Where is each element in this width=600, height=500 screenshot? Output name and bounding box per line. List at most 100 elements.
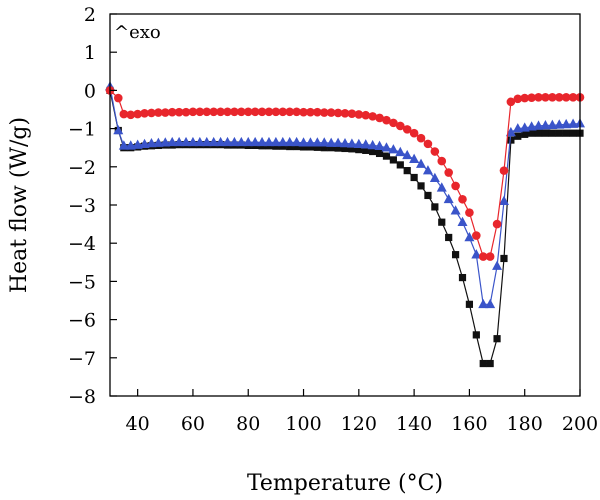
data-point-circle [354, 110, 364, 119]
data-point-circle [306, 107, 315, 117]
data-point-triangle [181, 136, 192, 147]
data-point-square [500, 254, 508, 263]
data-point-square [362, 146, 370, 154]
data-point-circle [402, 125, 412, 134]
series-square [106, 86, 584, 368]
data-point-square [472, 331, 480, 339]
data-point-circle [285, 107, 295, 117]
data-point-square [382, 152, 391, 160]
data-point-triangle [395, 146, 406, 157]
data-point-triangle [471, 249, 482, 259]
data-point-circle [541, 92, 550, 102]
data-point-square [431, 203, 439, 211]
data-point-triangle [132, 139, 143, 149]
data-point-triangle [113, 125, 124, 135]
data-point-triangle [263, 136, 274, 147]
x-tick-label: 160 [451, 413, 487, 435]
data-point-circle [416, 133, 426, 143]
data-point-triangle [160, 137, 171, 147]
data-point-circle [444, 168, 453, 177]
data-point-triangle [526, 121, 537, 131]
data-point-square [327, 144, 335, 152]
data-point-triangle [146, 137, 157, 148]
data-point-triangle [222, 136, 233, 147]
data-point-circle [361, 110, 371, 120]
data-point-triangle [422, 165, 433, 175]
data-point-square [569, 129, 577, 137]
data-point-triangle [340, 137, 350, 148]
data-point-circle [326, 108, 336, 117]
data-point-triangle [554, 119, 565, 129]
data-point-circle [113, 93, 123, 103]
data-point-triangle [270, 136, 281, 147]
data-point-triangle [485, 298, 496, 309]
data-point-circle [472, 231, 481, 240]
data-point-triangle [498, 195, 509, 205]
data-point-circle [160, 108, 170, 117]
data-point-triangle [346, 138, 357, 148]
data-point-circle [313, 107, 322, 117]
data-point-triangle [478, 298, 489, 309]
data-point-square [493, 335, 501, 343]
data-point-circle [340, 109, 350, 118]
data-point-circle [506, 97, 516, 107]
data-point-circle [319, 108, 329, 117]
data-point-square [348, 145, 356, 153]
data-point-triangle [512, 123, 523, 133]
data-point-square [410, 173, 418, 182]
data-point-triangle [243, 136, 254, 147]
data-point-triangle [429, 172, 440, 183]
series-triangle [105, 81, 585, 309]
data-point-square [555, 129, 563, 137]
data-point-triangle [333, 137, 344, 147]
data-point-circle [423, 139, 433, 149]
data-point-circle [568, 92, 578, 102]
data-point-triangle [505, 126, 516, 137]
data-point-square [562, 129, 570, 137]
data-point-square [451, 251, 460, 259]
data-point-triangle [360, 139, 371, 149]
ticks-layer: 40 60 80 100 120 140 160 180 200 2 1 0 −1 −2 −3 −4 −5 −6 −… [68, 4, 598, 435]
data-point-square [465, 300, 474, 308]
data-point-triangle [409, 153, 420, 163]
data-point-triangle [215, 136, 226, 147]
y-tick-label: −4 [68, 233, 96, 255]
data-point-circle [430, 147, 440, 156]
series-layer [105, 81, 585, 368]
data-point-square [299, 143, 308, 151]
data-point-square [389, 156, 397, 164]
data-point-square [479, 359, 487, 368]
data-point-circle [554, 92, 564, 102]
series-circle [105, 86, 585, 261]
data-point-triangle [519, 122, 530, 132]
data-point-circle [375, 113, 384, 123]
data-point-triangle [353, 138, 364, 149]
data-point-circle [250, 107, 260, 117]
data-point-triangle [388, 144, 399, 154]
data-point-circle [243, 107, 253, 117]
data-point-triangle [533, 120, 544, 130]
data-point-square [507, 136, 515, 144]
data-point-circle [395, 121, 405, 131]
data-point-circle [126, 110, 136, 120]
data-point-square [541, 129, 550, 137]
data-point-square [320, 144, 328, 152]
data-point-triangle [167, 136, 178, 147]
data-point-circle [188, 107, 198, 117]
data-point-circle [257, 107, 267, 117]
data-point-circle [174, 107, 184, 117]
data-point-circle [237, 107, 246, 117]
data-point-circle [209, 107, 218, 117]
data-point-circle [520, 93, 530, 103]
data-point-circle [492, 219, 502, 229]
data-point-triangle [319, 137, 330, 147]
data-point-square [279, 142, 287, 150]
data-point-square [341, 144, 349, 153]
data-point-square [514, 132, 522, 140]
data-point-triangle [547, 119, 558, 129]
data-point-square [417, 182, 425, 190]
data-point-circle [299, 107, 308, 117]
data-point-square [355, 146, 363, 154]
data-point-circle [154, 108, 163, 117]
